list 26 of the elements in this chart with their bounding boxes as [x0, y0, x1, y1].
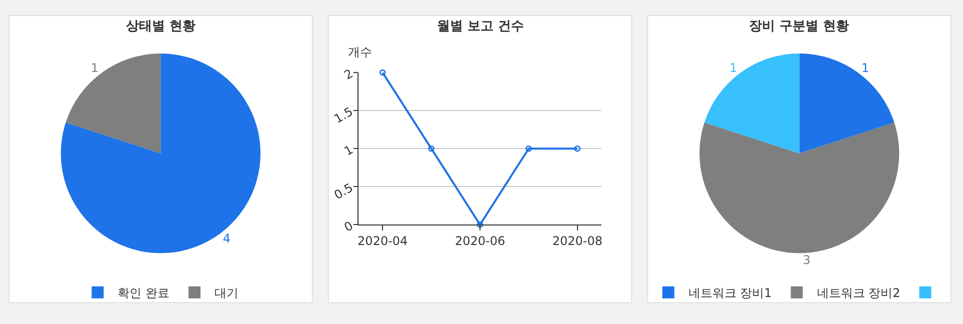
legend-label: 확인 완료: [118, 286, 170, 300]
y-tick-label: 2: [342, 66, 356, 82]
y-tick-label: 1: [342, 142, 356, 158]
pie-slice: [700, 122, 900, 253]
x-tick-label: 2020-04: [358, 234, 408, 248]
pie-slice: [61, 54, 260, 254]
legend-label: 네트워크 장비2: [816, 286, 900, 300]
data-label: 1: [862, 61, 870, 76]
legend-label: 네트워크 장비1: [688, 286, 772, 300]
data-label: 4: [222, 232, 230, 246]
data-label: 1: [90, 61, 98, 76]
pie-slice: [799, 54, 894, 154]
y-axis-title: 개수: [348, 45, 372, 59]
chart-title: 월별 보고 건수: [437, 19, 524, 34]
legend-label: 대기: [214, 286, 238, 300]
x-tick-label: 2020-06: [454, 234, 506, 248]
y-tick-label: 1.5: [332, 104, 356, 126]
chart-title: 장비 구분별 현황: [749, 19, 850, 34]
chart-title: 상태별 현황: [126, 19, 196, 34]
y-tick-label: 0: [342, 218, 356, 234]
pie-slice: [66, 54, 161, 154]
x-tick-label: 2020-08: [552, 234, 602, 248]
y-tick-label: 0.5: [332, 180, 356, 202]
pie-slice: [704, 54, 800, 154]
data-label: 1: [730, 61, 738, 76]
data-label: 3: [802, 253, 810, 268]
